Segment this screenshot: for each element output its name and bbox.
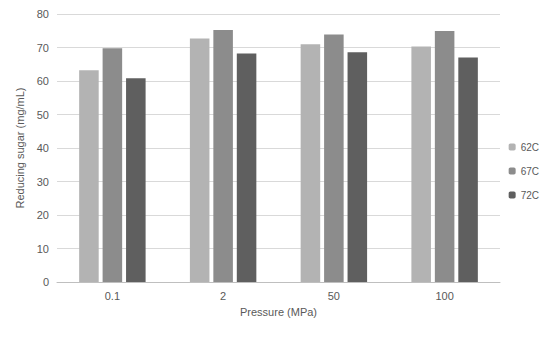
svg-text:80: 80 [37, 8, 49, 20]
svg-text:2: 2 [220, 290, 226, 302]
svg-text:Pressure (MPa): Pressure (MPa) [240, 306, 317, 318]
svg-text:100: 100 [435, 290, 453, 302]
svg-text:10: 10 [37, 243, 49, 255]
svg-text:50: 50 [37, 109, 49, 121]
svg-text:30: 30 [37, 176, 49, 188]
svg-text:62C: 62C [521, 142, 539, 153]
svg-text:40: 40 [37, 142, 49, 154]
svg-text:0.1: 0.1 [105, 290, 120, 302]
svg-text:Reducing sugar (mg/mL): Reducing sugar (mg/mL) [14, 87, 26, 208]
svg-text:0: 0 [43, 276, 49, 288]
svg-text:60: 60 [37, 75, 49, 87]
svg-text:20: 20 [37, 209, 49, 221]
svg-text:50: 50 [328, 290, 340, 302]
svg-text:72C: 72C [521, 190, 539, 201]
svg-text:70: 70 [37, 42, 49, 54]
svg-text:67C: 67C [521, 166, 539, 177]
